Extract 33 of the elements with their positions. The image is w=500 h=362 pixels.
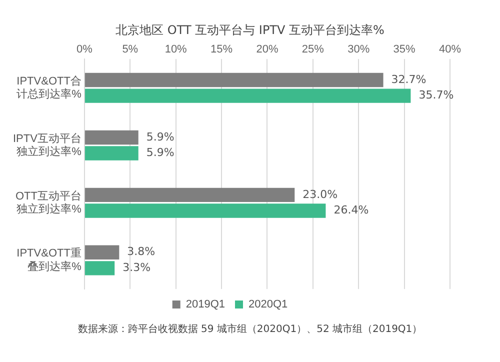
text: 3.8% — [127, 245, 156, 258]
bar — [84, 146, 138, 160]
text: 5.9% — [146, 146, 174, 160]
x-tick-label: 15% — [210, 44, 233, 56]
y-tick-label: IPTV&OTT重叠到达率% — [16, 246, 82, 273]
text: 26.4% — [334, 204, 369, 217]
bar — [84, 261, 115, 276]
x-tick-label: 30% — [348, 44, 370, 56]
x-tick-label: 35% — [393, 44, 416, 56]
text: 32.7% — [391, 72, 426, 86]
text: 35.7% — [418, 88, 454, 102]
x-tick-label: 10% — [164, 44, 188, 56]
text: 23.0% — [302, 188, 338, 201]
x-tick-label: 40% — [438, 44, 462, 56]
y-tick-label: OTT互动平台独立到达率% — [15, 189, 82, 216]
legend-label: 2020Q1 — [248, 298, 288, 311]
legend-label: 2019Q1 — [186, 298, 226, 311]
source-note: 数据来源：跨平台收视数据 59 城市组（2020Q1）、52 城市组（2019Q1） — [76, 322, 424, 336]
bar — [84, 245, 120, 260]
bar — [84, 130, 138, 145]
bar — [84, 72, 384, 88]
chart-title: 北京地区 OTT 互动平台与 IPTV 互动平台到达率% — [114, 22, 386, 39]
x-tick-label: 20% — [256, 44, 278, 56]
bar — [84, 88, 411, 103]
x-tick-label: 5% — [122, 44, 138, 56]
x-tick-label: 25% — [302, 44, 324, 56]
y-tick-label: IPTV&OTT合计总到达率% — [16, 74, 82, 101]
text: 5.9% — [146, 130, 174, 144]
text: 3.3% — [122, 261, 151, 274]
y-tick-label: IPTV互动平台独立到达率% — [12, 132, 82, 158]
x-tick-label: 0% — [76, 44, 93, 56]
bar — [84, 188, 295, 202]
bar — [84, 204, 326, 218]
